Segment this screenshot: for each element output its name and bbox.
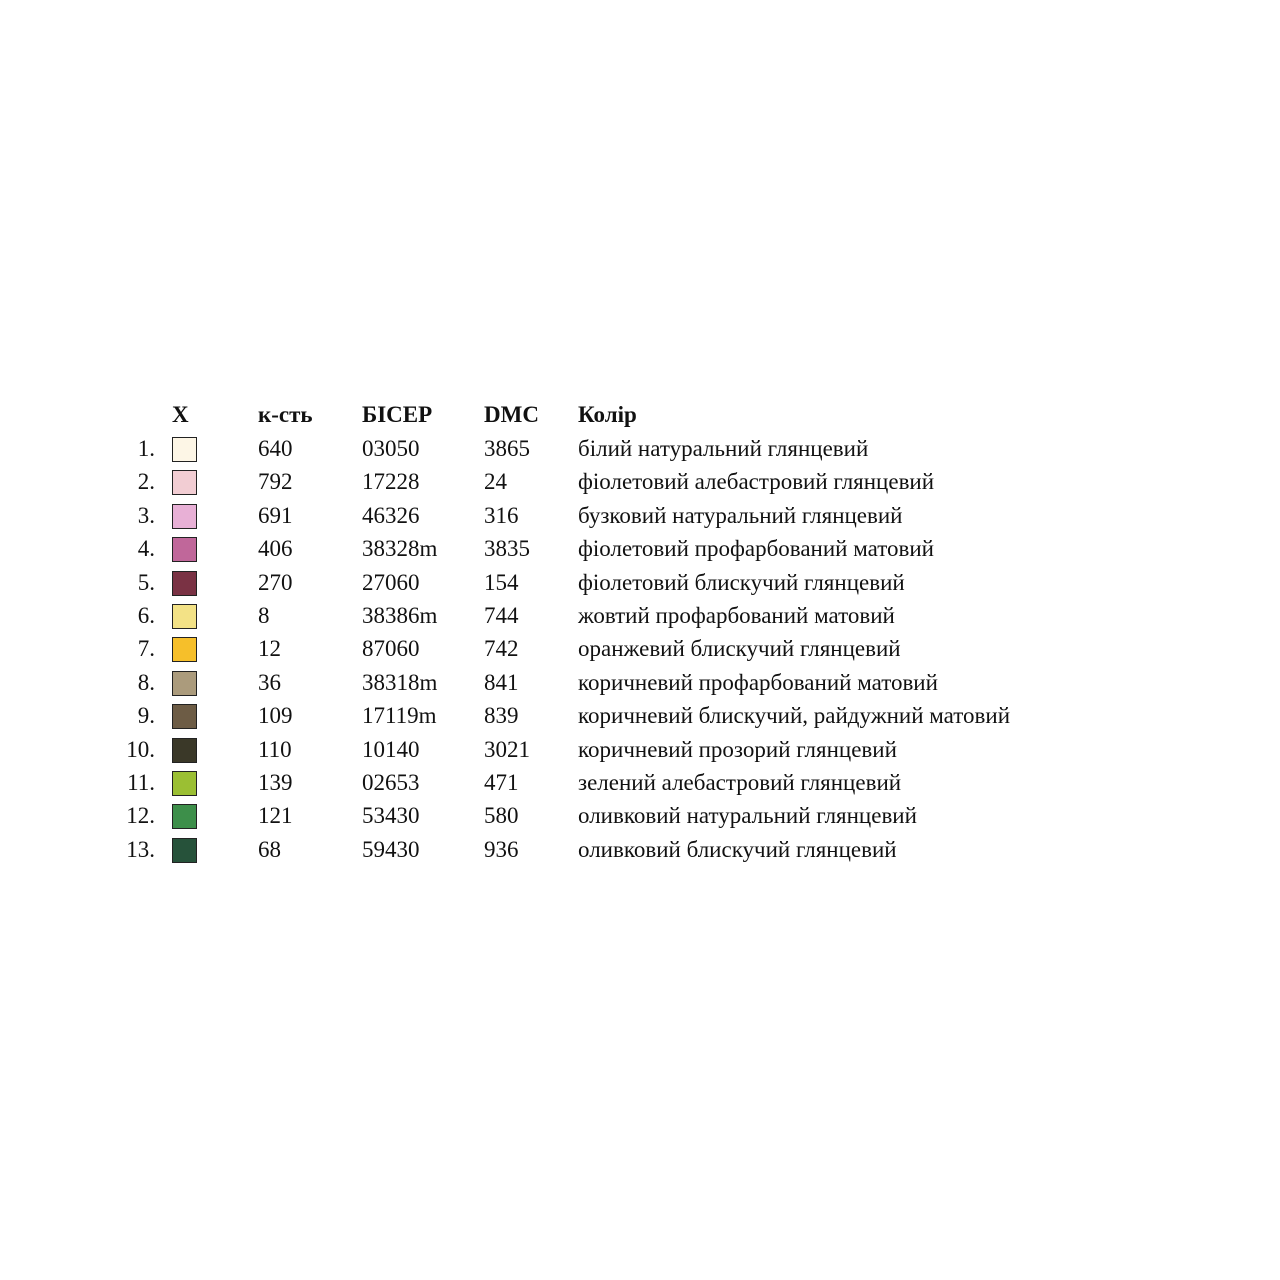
quantity: 109 bbox=[258, 703, 293, 729]
color-name: зелений алебастровий глянцевий bbox=[578, 770, 902, 795]
dmc-code: 24 bbox=[484, 469, 507, 495]
bead-code: 59430 bbox=[362, 836, 420, 862]
row-number: 5. bbox=[137, 569, 155, 595]
color-swatch bbox=[172, 804, 197, 830]
row-number: 10. bbox=[126, 736, 155, 762]
dmc-code: 3835 bbox=[484, 536, 530, 562]
bead-code: 38386m bbox=[362, 603, 438, 628]
color-swatch bbox=[172, 470, 197, 496]
color-swatch bbox=[172, 503, 197, 529]
bead-code: 27060 bbox=[362, 569, 420, 595]
bead-code: 03050 bbox=[362, 436, 420, 461]
column-header: БІСЕР bbox=[362, 402, 433, 427]
quantity: 270 bbox=[258, 569, 293, 595]
quantity: 121 bbox=[258, 803, 293, 829]
color-swatch bbox=[172, 737, 197, 763]
row-number: 8. bbox=[137, 669, 155, 695]
dmc-code: 742 bbox=[484, 636, 519, 662]
quantity: 110 bbox=[258, 736, 292, 762]
color-name: фіолетовий профарбований матовий bbox=[578, 536, 934, 562]
dmc-code: 841 bbox=[484, 669, 519, 695]
color-swatch bbox=[172, 704, 197, 730]
color-swatch bbox=[172, 604, 197, 629]
row-number: 9. bbox=[137, 703, 155, 729]
color-name: оливковий натуральний глянцевий bbox=[578, 803, 917, 829]
bead-code: 87060 bbox=[362, 636, 420, 662]
column-header: DMC bbox=[484, 402, 539, 427]
dmc-code: 936 bbox=[484, 836, 519, 862]
color-swatch bbox=[172, 837, 197, 863]
quantity: 139 bbox=[258, 770, 293, 795]
color-swatch bbox=[172, 437, 197, 462]
dmc-code: 316 bbox=[484, 502, 519, 528]
bead-code: 53430 bbox=[362, 803, 420, 829]
bead-code: 10140 bbox=[362, 736, 420, 762]
color-name: коричневий профарбований матовий bbox=[578, 669, 938, 695]
bead-code: 17228 bbox=[362, 469, 420, 495]
quantity: 640 bbox=[258, 436, 293, 461]
row-number: 1. bbox=[137, 436, 155, 461]
color-name: білий натуральний глянцевий bbox=[578, 436, 869, 461]
color-name: бузковий натуральний глянцевий bbox=[578, 502, 903, 528]
color-name: коричневий прозорий глянцевий bbox=[578, 736, 897, 762]
color-name: оранжевий блискучий глянцевий bbox=[578, 636, 901, 662]
dmc-code: 154 bbox=[484, 569, 519, 595]
dmc-code: 580 bbox=[484, 803, 519, 829]
dmc-code: 3865 bbox=[484, 436, 530, 461]
column-header: X bbox=[172, 402, 189, 427]
row-number: 12. bbox=[126, 803, 155, 829]
row-number: 11. bbox=[127, 770, 155, 795]
column-header: Колір bbox=[578, 402, 637, 427]
row-number: 3. bbox=[137, 502, 155, 528]
bead-code: 46326 bbox=[362, 502, 420, 528]
dmc-code: 744 bbox=[484, 603, 519, 628]
quantity: 12 bbox=[258, 636, 281, 662]
dmc-code: 3021 bbox=[484, 736, 530, 762]
bead-code: 38318m bbox=[362, 669, 438, 695]
color-name: коричневий блискучий, райдужний матовий bbox=[578, 703, 1011, 729]
color-swatch bbox=[172, 537, 197, 563]
color-swatch bbox=[172, 637, 197, 663]
dmc-code: 839 bbox=[484, 703, 519, 729]
dmc-code: 471 bbox=[484, 770, 519, 795]
color-name: фіолетовий алебастровий глянцевий bbox=[578, 469, 935, 495]
row-number: 7. bbox=[137, 636, 155, 662]
row-number: 6. bbox=[137, 603, 155, 628]
color-swatch bbox=[172, 670, 197, 696]
column-header: к-сть bbox=[258, 402, 313, 427]
color-name: жовтий профарбований матовий bbox=[578, 603, 895, 628]
quantity: 691 bbox=[258, 502, 293, 528]
row-number: 2. bbox=[137, 469, 155, 495]
bead-code: 17119m bbox=[362, 703, 437, 729]
row-number: 13. bbox=[126, 836, 155, 862]
color-name: оливковий блискучий глянцевий bbox=[578, 836, 897, 862]
quantity: 792 bbox=[258, 469, 293, 495]
quantity: 36 bbox=[258, 669, 281, 695]
bead-code: 38328m bbox=[362, 536, 438, 562]
quantity: 68 bbox=[258, 836, 281, 862]
color-swatch bbox=[172, 771, 197, 796]
bead-code: 02653 bbox=[362, 770, 420, 795]
color-name: фіолетовий блискучий глянцевий bbox=[578, 569, 905, 595]
quantity: 8 bbox=[258, 603, 270, 628]
color-swatch bbox=[172, 570, 197, 596]
row-number: 4. bbox=[137, 536, 155, 562]
quantity: 406 bbox=[258, 536, 293, 562]
